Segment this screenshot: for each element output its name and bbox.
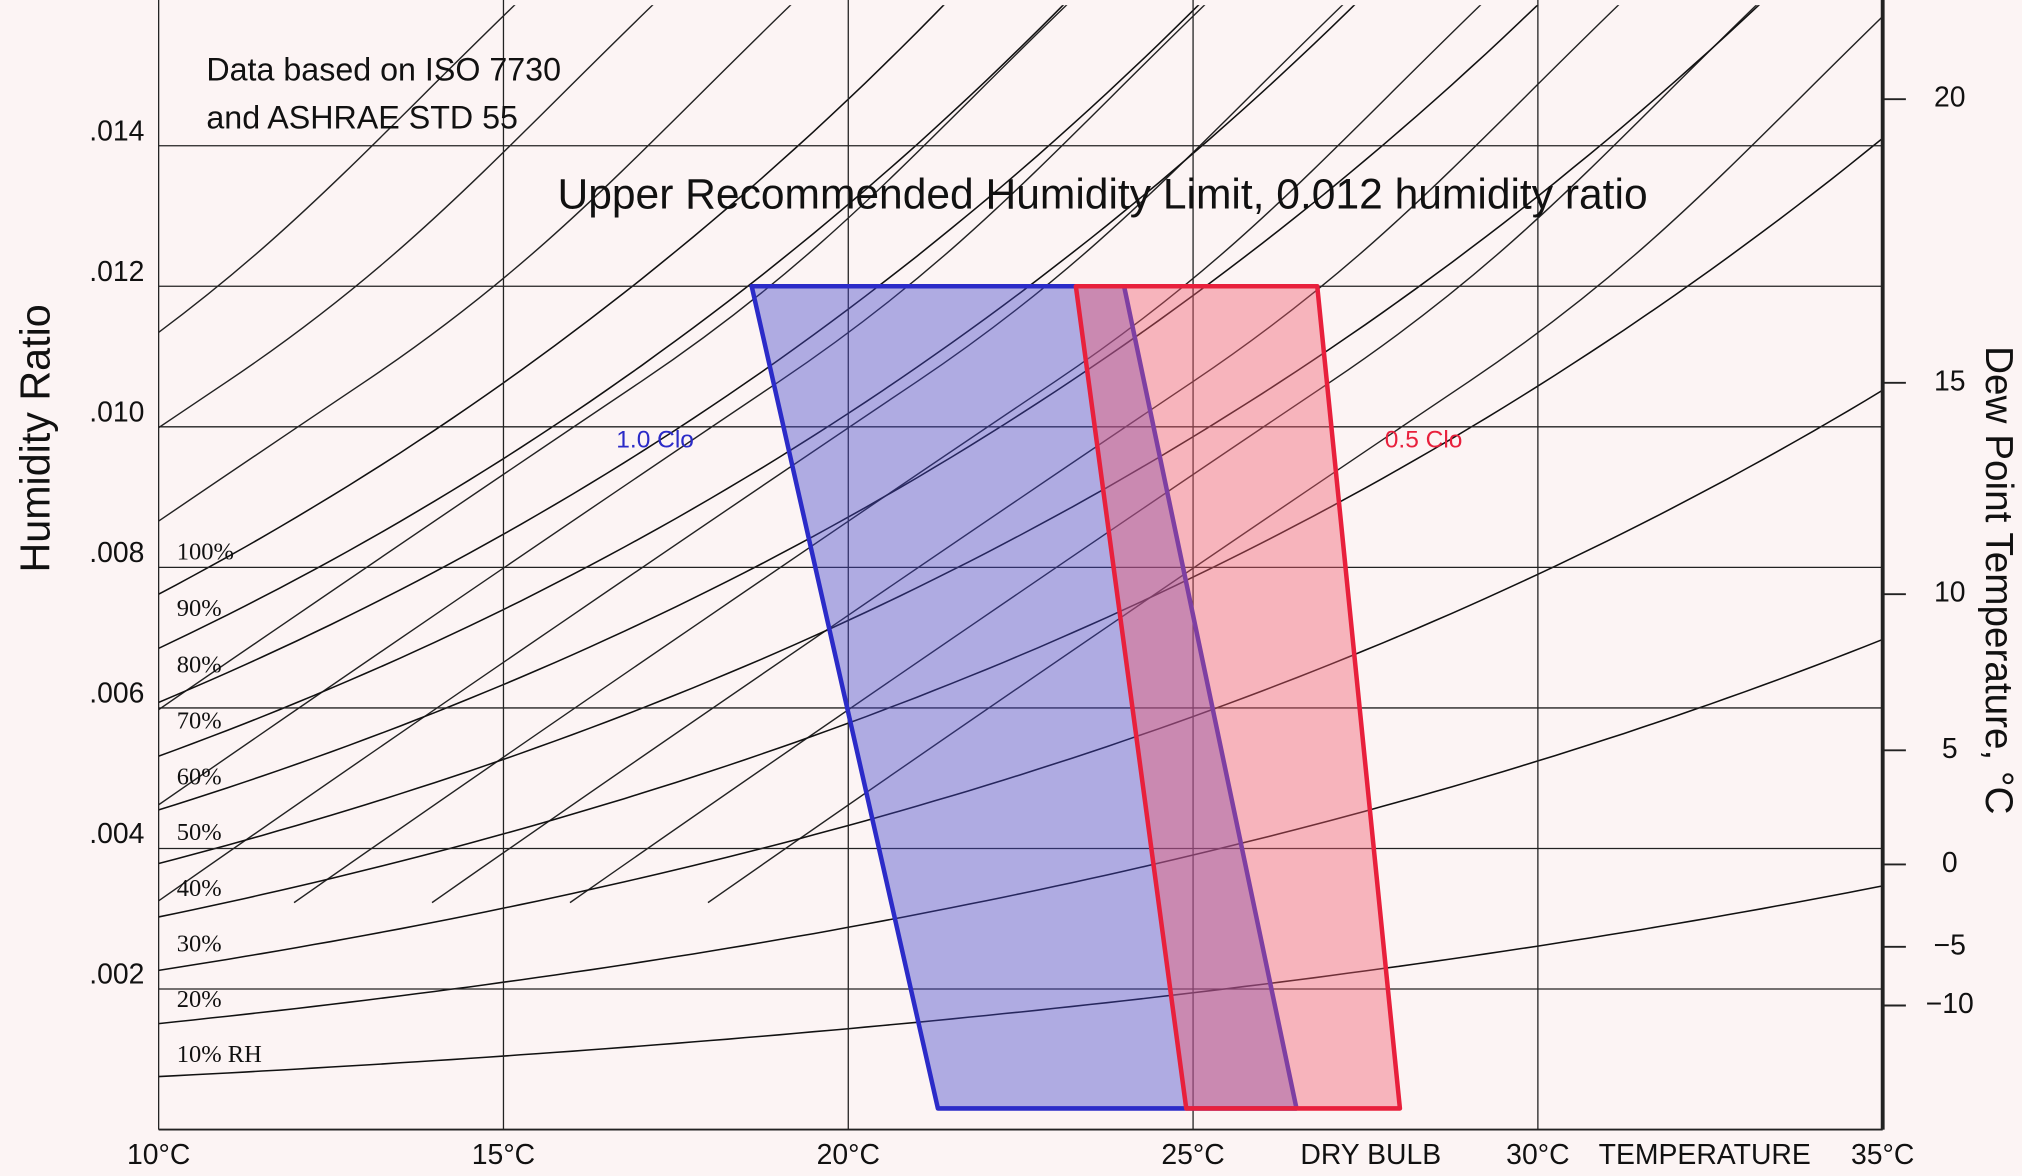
y2-axis-label: Dew Point Temperature, °C bbox=[1977, 346, 2020, 814]
series-label: 1.0 Clo bbox=[616, 426, 694, 453]
chart-title: Upper Recommended Humidity Limit, 0.012 … bbox=[557, 171, 1647, 219]
rh-label: 80% bbox=[177, 651, 222, 678]
y-tick-label: .004 bbox=[89, 818, 144, 850]
y-tick-label: .002 bbox=[89, 959, 144, 991]
rh-curve bbox=[158, 5, 945, 595]
y-tick-label: .006 bbox=[89, 678, 144, 710]
x-axis-label: TEMPERATURE bbox=[1599, 1139, 1811, 1171]
rh-label: 50% bbox=[177, 819, 222, 846]
y-tick-label: .010 bbox=[89, 396, 144, 428]
rh-label: 40% bbox=[177, 875, 222, 902]
annotation: Data based on ISO 7730 bbox=[206, 52, 561, 88]
rh-curve bbox=[158, 885, 1883, 1078]
x-axis-label: DRY BULB bbox=[1300, 1139, 1441, 1171]
comfort-zone bbox=[1073, 284, 1403, 1111]
x-tick-label: 15°C bbox=[472, 1139, 535, 1171]
x-tick-label: 35°C bbox=[1851, 1139, 1914, 1171]
rh-label: 10% RH bbox=[177, 1041, 262, 1068]
rh-curve bbox=[158, 5, 1065, 650]
rh-label: 30% bbox=[177, 930, 222, 957]
rh-curve bbox=[158, 638, 1883, 1025]
y-tick-label: .014 bbox=[89, 115, 144, 147]
y2-tick-label: 5 bbox=[1942, 733, 1958, 765]
x-tick-label: 20°C bbox=[817, 1139, 880, 1171]
y2-tick-label: 0 bbox=[1942, 847, 1958, 879]
rh-label: 60% bbox=[177, 763, 222, 790]
y2-tick-label: −5 bbox=[1934, 929, 1966, 961]
rh-curve bbox=[158, 137, 1883, 918]
y-tick-label: .012 bbox=[89, 256, 144, 288]
x-tick-label: 25°C bbox=[1161, 1139, 1224, 1171]
y2-tick-label: −10 bbox=[1926, 988, 1974, 1020]
rh-label: 20% bbox=[177, 986, 222, 1013]
rh-curve bbox=[158, 5, 1356, 757]
y2-tick-label: 10 bbox=[1934, 577, 1966, 609]
rh-curve bbox=[158, 5, 1200, 704]
rh-label: 100% bbox=[177, 539, 234, 566]
rh-curve bbox=[158, 5, 1760, 865]
series-label: 0.5 Clo bbox=[1385, 426, 1463, 453]
y2-tick-label: 20 bbox=[1934, 82, 1966, 114]
y-axis-label: Humidity Ratio bbox=[13, 304, 59, 572]
annotation: and ASHRAE STD 55 bbox=[206, 99, 518, 135]
rh-curve bbox=[158, 389, 1883, 972]
y2-tick-label: 15 bbox=[1934, 365, 1966, 397]
x-tick-label: 30°C bbox=[1506, 1139, 1569, 1171]
x-tick-label: 10°C bbox=[127, 1139, 190, 1171]
rh-label: 90% bbox=[177, 595, 222, 622]
y-tick-label: .008 bbox=[89, 537, 144, 569]
rh-label: 70% bbox=[177, 707, 222, 734]
